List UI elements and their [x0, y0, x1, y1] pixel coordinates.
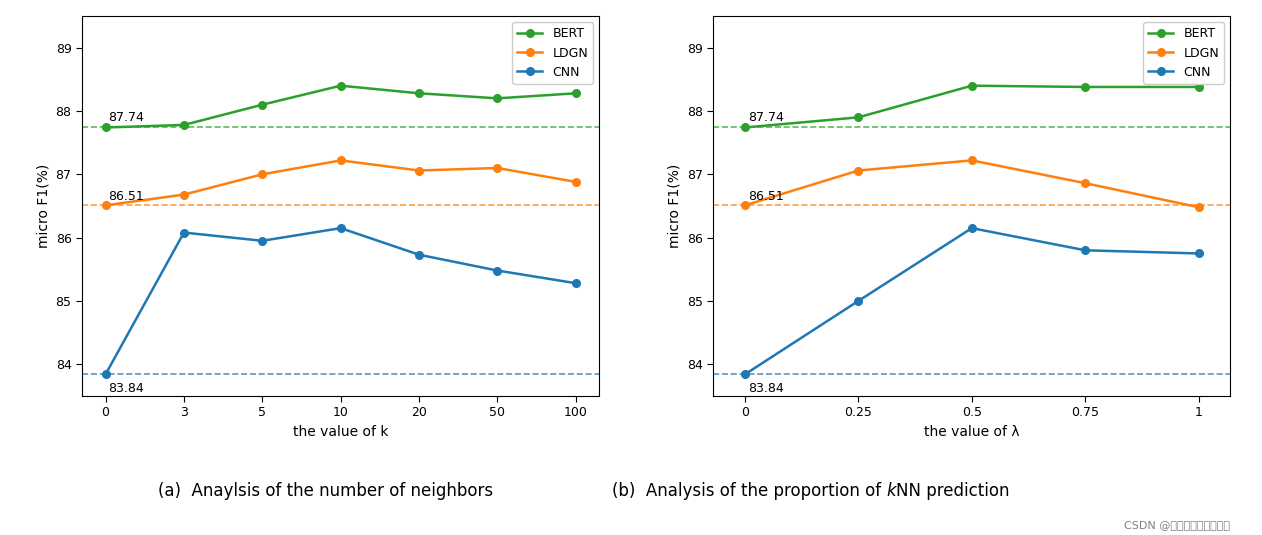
LDGN	[964, 157, 979, 164]
CNN	[1078, 247, 1093, 254]
Y-axis label: micro F1(%): micro F1(%)	[668, 164, 681, 248]
BERT	[851, 114, 866, 120]
BERT	[411, 90, 427, 96]
Text: 87.74: 87.74	[747, 111, 784, 124]
CNN	[177, 230, 192, 236]
CNN	[1191, 250, 1206, 257]
Text: 83.84: 83.84	[109, 383, 144, 395]
BERT	[98, 124, 114, 131]
CNN	[490, 268, 505, 274]
BERT	[737, 124, 752, 131]
LDGN	[1191, 204, 1206, 210]
Line: CNN: CNN	[741, 224, 1203, 378]
BERT	[490, 95, 505, 102]
LDGN	[411, 167, 427, 174]
Text: CSDN @小谷毛毛（卓寿杰）: CSDN @小谷毛毛（卓寿杰）	[1124, 519, 1230, 530]
Text: 86.51: 86.51	[109, 190, 144, 203]
CNN	[98, 371, 114, 378]
BERT	[1078, 84, 1093, 90]
Line: CNN: CNN	[102, 224, 579, 378]
CNN	[851, 297, 866, 304]
Text: 87.74: 87.74	[109, 111, 144, 124]
LDGN	[98, 202, 114, 209]
LDGN	[255, 171, 270, 178]
CNN	[411, 251, 427, 258]
X-axis label: the value of k: the value of k	[293, 425, 389, 439]
X-axis label: the value of λ: the value of λ	[924, 425, 1020, 439]
BERT	[1191, 84, 1206, 90]
CNN	[737, 371, 752, 378]
Legend: BERT, LDGN, CNN: BERT, LDGN, CNN	[1143, 22, 1224, 84]
LDGN	[333, 157, 348, 164]
BERT	[333, 82, 348, 89]
Line: BERT: BERT	[741, 82, 1203, 131]
Text: k: k	[886, 482, 896, 500]
CNN	[333, 225, 348, 231]
BERT	[964, 82, 979, 89]
BERT	[177, 122, 192, 128]
LDGN	[490, 165, 505, 171]
Text: 83.84: 83.84	[747, 383, 784, 395]
LDGN	[737, 202, 752, 209]
Text: NN prediction: NN prediction	[896, 482, 1010, 500]
Legend: BERT, LDGN, CNN: BERT, LDGN, CNN	[512, 22, 593, 84]
Line: LDGN: LDGN	[102, 157, 579, 209]
LDGN	[568, 179, 583, 185]
Text: (b)  Analysis of the proportion of: (b) Analysis of the proportion of	[612, 482, 886, 500]
CNN	[964, 225, 979, 231]
Line: BERT: BERT	[102, 82, 579, 131]
LDGN	[1078, 180, 1093, 186]
Y-axis label: micro F1(%): micro F1(%)	[37, 164, 50, 248]
Text: 86.51: 86.51	[747, 190, 784, 203]
BERT	[568, 90, 583, 96]
BERT	[255, 102, 270, 108]
CNN	[255, 238, 270, 244]
Line: LDGN: LDGN	[741, 157, 1203, 211]
Text: (a)  Anaylsis of the number of neighbors: (a) Anaylsis of the number of neighbors	[158, 482, 493, 500]
CNN	[568, 280, 583, 286]
LDGN	[851, 167, 866, 174]
LDGN	[177, 192, 192, 198]
